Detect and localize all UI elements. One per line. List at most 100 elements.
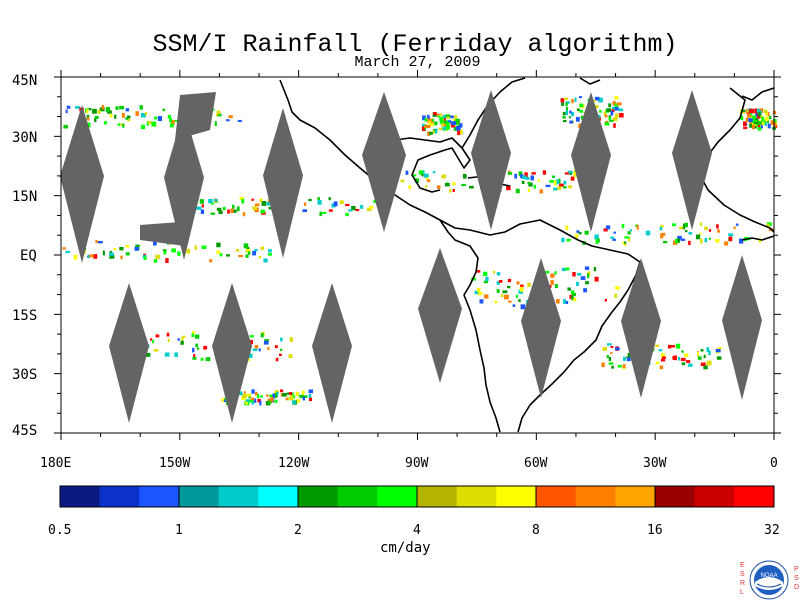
colorbar-label-32: 32	[764, 523, 780, 538]
rain-cell	[289, 337, 293, 342]
lon-label-0: 0	[770, 456, 778, 471]
missing-data-swath	[212, 283, 252, 423]
rain-cell	[191, 333, 195, 337]
rain-cell	[194, 245, 197, 251]
rain-cell	[463, 173, 467, 179]
rain-cell	[94, 115, 99, 119]
rain-cell	[109, 254, 115, 259]
rain-cell	[502, 290, 508, 294]
rain-cell	[706, 347, 709, 353]
rain-cell	[227, 209, 230, 214]
rain-cell	[565, 107, 568, 112]
rain-cell	[203, 345, 208, 350]
rain-cell	[308, 389, 314, 394]
rain-cell	[763, 109, 768, 113]
rain-cell	[549, 180, 555, 183]
rain-cell	[257, 398, 261, 403]
rain-cell	[580, 115, 584, 120]
logo-center-text: NOAA	[760, 573, 777, 579]
rain-cell	[247, 251, 251, 255]
rain-cell	[575, 116, 580, 122]
rain-cell	[469, 185, 474, 189]
rain-cell	[280, 348, 283, 352]
rain-cell	[766, 223, 770, 227]
rain-cell	[527, 282, 531, 287]
rain-cell	[433, 112, 437, 116]
rain-cell	[611, 109, 615, 113]
rain-cell	[263, 340, 269, 345]
colorbar-swatch	[298, 486, 339, 507]
rain-cell	[496, 289, 500, 293]
rain-cell	[436, 113, 440, 117]
rain-cell	[671, 223, 676, 227]
rain-cell	[268, 253, 273, 256]
rain-cell	[348, 209, 353, 212]
rain-cell	[93, 254, 98, 259]
rain-cell	[252, 348, 258, 352]
rain-cell	[114, 114, 117, 119]
missing-data-swath	[621, 258, 661, 398]
rain-cell	[193, 354, 196, 357]
rain-cell	[483, 280, 489, 284]
rain-cell	[236, 249, 240, 252]
rain-cell	[663, 240, 668, 244]
rain-cell	[456, 125, 461, 131]
rain-cell	[243, 243, 249, 249]
rain-cell	[446, 120, 452, 124]
colorbar-swatch	[417, 486, 458, 507]
rain-cell	[285, 397, 288, 401]
rain-cell	[216, 242, 221, 248]
rain-cell	[171, 248, 177, 253]
rain-cell	[302, 396, 306, 401]
rain-cell	[659, 365, 664, 370]
rain-cell	[423, 173, 429, 178]
rain-cell	[169, 118, 173, 123]
rain-cell	[221, 397, 224, 403]
rain-cell	[266, 201, 271, 206]
rain-cell	[743, 121, 747, 127]
rain-cell	[622, 364, 626, 369]
rain-cell	[426, 179, 431, 183]
rain-cell	[423, 125, 428, 129]
rain-cell	[288, 354, 293, 359]
rain-cell	[603, 111, 606, 116]
rain-cell	[145, 352, 151, 357]
rain-cell	[767, 123, 771, 129]
rain-cell	[163, 251, 167, 255]
rain-cell	[289, 395, 294, 401]
rain-cell	[432, 171, 436, 174]
lon-label-120w: 120W	[278, 456, 310, 471]
rain-cell	[448, 116, 451, 119]
rain-cell	[288, 392, 293, 395]
logo-letter-d: D	[794, 584, 800, 591]
rain-cell	[195, 343, 198, 348]
rain-cell	[604, 114, 608, 118]
rain-cell	[260, 333, 264, 338]
rain-cell	[448, 189, 452, 193]
rain-cell	[241, 396, 246, 400]
rain-cell	[115, 106, 119, 110]
map-title: SSM/I Rainfall (Ferriday algorithm)	[152, 30, 678, 59]
rain-cell	[623, 241, 627, 244]
rain-cell	[216, 250, 221, 254]
rain-cell	[192, 331, 195, 334]
rain-cell	[680, 357, 686, 361]
rain-cell	[676, 343, 681, 349]
lon-label-90w: 90W	[405, 456, 429, 471]
rain-cell	[333, 201, 338, 207]
rain-cell	[438, 127, 444, 131]
rain-cell	[563, 180, 567, 185]
rain-cell	[167, 338, 170, 343]
rain-cell	[152, 339, 155, 344]
rain-cell	[683, 353, 689, 357]
lat-label-eq: EQ	[20, 248, 37, 264]
rain-cell	[170, 119, 175, 125]
rain-cell	[578, 123, 582, 129]
rain-cell	[199, 199, 204, 204]
rain-cell	[260, 209, 265, 214]
rain-cell	[604, 122, 610, 126]
lon-label-60w: 60W	[524, 456, 548, 471]
rain-cell	[575, 233, 579, 239]
rain-cell	[119, 105, 125, 110]
rain-cell	[670, 345, 676, 348]
